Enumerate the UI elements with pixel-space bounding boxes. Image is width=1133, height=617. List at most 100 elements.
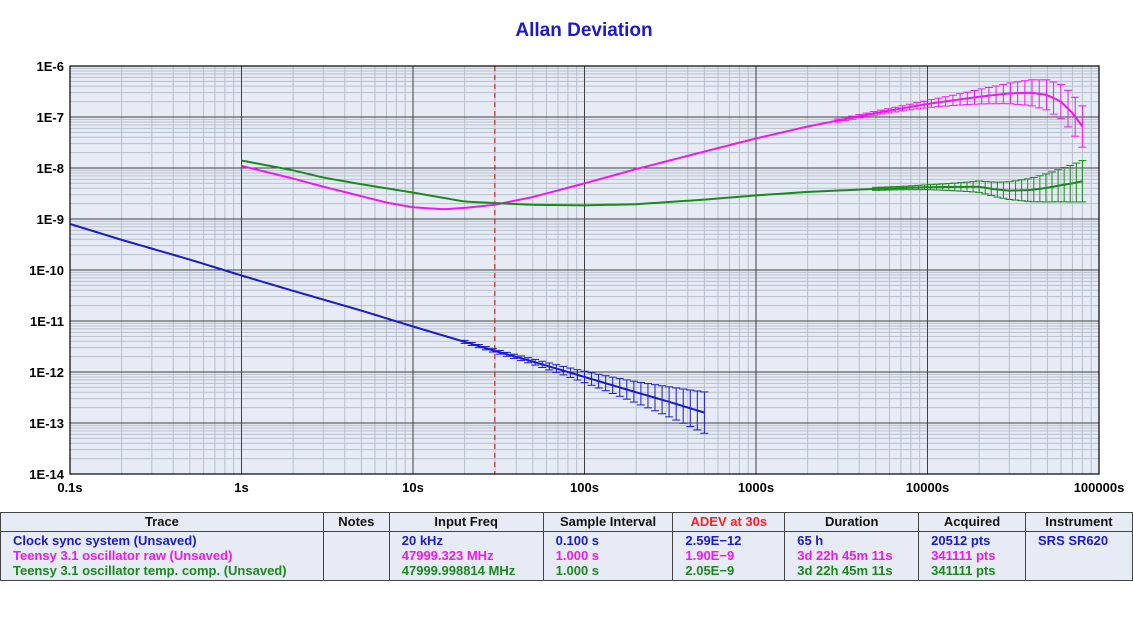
- error-bar: [927, 99, 936, 108]
- col-header-trace[interactable]: Trace: [0, 512, 324, 532]
- acquired-cell: 20512 pts 341111 pts 341111 pts: [918, 531, 1027, 581]
- error-bar: [559, 365, 568, 376]
- error-bar: [580, 370, 589, 384]
- error-bar: [948, 94, 957, 107]
- y-tick-label: 1E-7: [37, 110, 64, 125]
- error-bar: [1071, 96, 1080, 137]
- error-bar: [700, 391, 709, 434]
- table-row[interactable]: Clock sync system (Unsaved) Teensy 3.1 o…: [0, 531, 1133, 581]
- error-bar: [963, 91, 972, 106]
- trace-cell[interactable]: Clock sync system (Unsaved) Teensy 3.1 o…: [0, 531, 324, 581]
- error-bar: [467, 341, 476, 347]
- error-bar: [984, 86, 993, 105]
- error-bar: [884, 108, 893, 114]
- error-bar: [1063, 89, 1072, 128]
- error-bar: [1020, 80, 1029, 106]
- trace-name[interactable]: Clock sync system (Unsaved): [13, 533, 197, 548]
- error-bar: [956, 93, 965, 106]
- error-bar: [1013, 81, 1022, 105]
- error-bar: [509, 353, 518, 359]
- error-bar: [905, 103, 914, 111]
- error-bar: [686, 389, 695, 428]
- input-freq-cell: 20 kHz 47999.323 MHz 47999.998814 MHz: [388, 531, 544, 581]
- duration-value: 65 h: [797, 533, 824, 548]
- error-bar: [833, 118, 842, 123]
- col-header-instrument[interactable]: Instrument: [1025, 512, 1133, 532]
- x-tick-label: 10000s: [906, 480, 949, 495]
- error-bar: [587, 372, 596, 386]
- input-freq-value: 47999.998814 MHz: [401, 563, 516, 578]
- error-bar: [474, 344, 483, 349]
- adev-cell: 2.59E−12 1.90E−9 2.05E−9: [672, 531, 786, 581]
- trace-name[interactable]: Teensy 3.1 oscillator raw (Unsaved): [13, 548, 233, 563]
- error-bar: [934, 97, 943, 108]
- trace-name[interactable]: Teensy 3.1 oscillator temp. comp. (Unsav…: [13, 563, 287, 578]
- error-bar: [1017, 179, 1026, 202]
- error-bar: [1056, 83, 1065, 120]
- error-bar: [481, 346, 490, 351]
- error-bar: [622, 379, 631, 400]
- y-tick-label: 1E-9: [37, 212, 64, 227]
- y-tick-label: 1E-14: [29, 467, 64, 482]
- error-bar: [636, 381, 645, 406]
- y-tick-label: 1E-8: [37, 161, 64, 176]
- error-bar: [495, 350, 504, 355]
- error-bar: [672, 387, 681, 421]
- error-bar: [679, 388, 688, 424]
- col-header-sample-interval[interactable]: Sample Interval: [542, 512, 674, 532]
- error-bar: [601, 375, 610, 392]
- error-bar: [488, 348, 497, 353]
- error-bar: [524, 357, 533, 364]
- sample-interval-cell: 0.100 s 1.000 s 1.000 s: [542, 531, 674, 581]
- error-bar: [538, 360, 547, 368]
- error-bar: [643, 383, 652, 409]
- error-bar: [999, 83, 1008, 105]
- error-bar: [460, 339, 469, 344]
- series-layer: [69, 79, 1087, 434]
- col-header-input-freq[interactable]: Input Freq: [388, 512, 544, 532]
- input-freq-value: 20 kHz: [401, 533, 443, 548]
- error-bar: [573, 369, 582, 381]
- duration-value: 3d 22h 45m 11s: [797, 548, 893, 563]
- x-tick-label: 1s: [234, 480, 248, 495]
- error-bar: [1035, 79, 1044, 109]
- error-bar: [517, 355, 526, 362]
- y-axis-tick-labels: 1E-6 1E-7 1E-8 1E-9 1E-10 1E-11 1E-12 1E-13 1E-1…: [29, 59, 64, 482]
- trace-stats-table: Trace Notes Input Freq Sample Interval A…: [0, 512, 1133, 581]
- duration-value: 3d 22h 45m 11s: [797, 563, 893, 578]
- notes-cell[interactable]: [322, 531, 390, 581]
- col-header-notes[interactable]: Notes: [322, 512, 390, 532]
- series-1: [241, 79, 1087, 211]
- error-bar: [912, 102, 921, 110]
- table-header-row: Trace Notes Input Freq Sample Interval A…: [0, 512, 1133, 532]
- error-bar: [876, 109, 885, 115]
- col-header-duration[interactable]: Duration: [784, 512, 920, 532]
- error-bar: [920, 100, 929, 109]
- col-header-acquired[interactable]: Acquired: [918, 512, 1027, 532]
- error-bar: [941, 96, 950, 107]
- error-bar: [862, 112, 871, 118]
- col-header-adev[interactable]: ADEV at 30s: [672, 512, 786, 532]
- error-bar: [1078, 160, 1087, 203]
- input-freq-value: 47999.323 MHz: [401, 548, 494, 563]
- plot-border: [69, 65, 1100, 475]
- sample-interval-value: 1.000 s: [555, 563, 600, 578]
- error-bar: [651, 384, 660, 412]
- x-axis-tick-labels: 0.1s 1s 10s 100s 1000s 10000s 100000s: [57, 480, 1124, 495]
- error-bar: [898, 105, 907, 112]
- error-bar: [977, 88, 986, 105]
- error-bar: [608, 376, 617, 394]
- x-tick-label: 100000s: [1074, 480, 1125, 495]
- error-bar: [1042, 79, 1051, 111]
- x-tick-label: 0.1s: [57, 480, 82, 495]
- x-tick-label: 100s: [570, 480, 599, 495]
- error-bar: [841, 117, 850, 122]
- error-bar: [992, 85, 1001, 105]
- acquired-value: 341111 pts: [931, 563, 996, 578]
- error-bar: [869, 111, 878, 116]
- error-bar: [1011, 180, 1020, 201]
- error-bar: [552, 364, 561, 373]
- error-bar: [1078, 105, 1087, 148]
- error-bar: [531, 358, 540, 366]
- acquired-value: 20512 pts: [931, 533, 991, 548]
